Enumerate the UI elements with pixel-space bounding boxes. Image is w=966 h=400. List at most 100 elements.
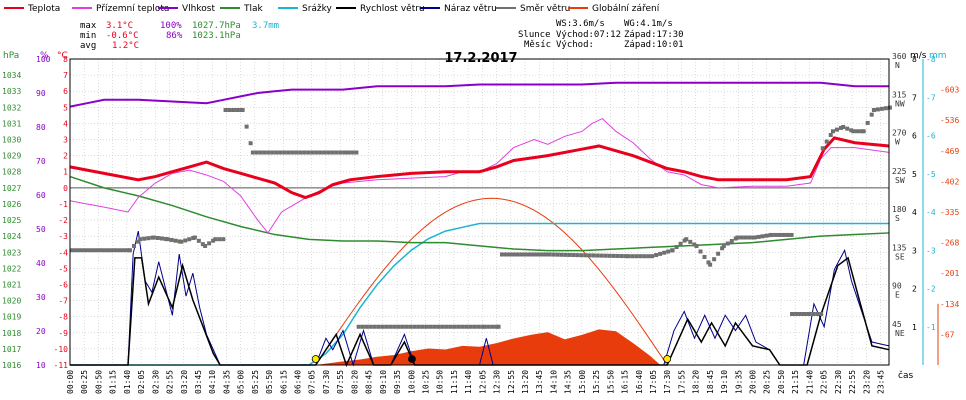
series-radiation-area: [315, 329, 661, 365]
tick-label-degc: -10: [54, 345, 69, 354]
tick-label-x: 13:45: [535, 370, 544, 394]
wind-direction-mark: [583, 253, 588, 258]
tick-label-x: 20:00: [749, 370, 758, 394]
wind-direction-mark: [346, 150, 351, 155]
wind-direction-mark: [559, 252, 564, 257]
series-temperature-line: [69, 136, 890, 200]
wind-direction-mark: [290, 150, 295, 155]
legend-label: Vlhkost: [182, 4, 215, 14]
wind-direction-mark: [165, 237, 170, 242]
tick-label-pct: 20: [36, 327, 46, 336]
wind-direction-mark: [547, 252, 552, 257]
stats-max-temp: 3.1°C: [106, 21, 133, 31]
wind-direction-mark: [646, 254, 651, 259]
wind-direction-mark: [464, 324, 469, 329]
wind-direction-mark: [619, 254, 624, 259]
tick-label-mm: -8: [926, 55, 936, 64]
wind-direction-mark: [440, 324, 445, 329]
wind-direction-mark: [326, 150, 331, 155]
wind-direction-mark: [142, 236, 147, 241]
tick-label-dir: SW: [895, 176, 905, 185]
wind-direction-mark: [875, 107, 880, 112]
tick-label-x: 13:20: [521, 370, 530, 394]
tick-label-x: 14:10: [549, 370, 558, 394]
tick-label-x: 12:05: [478, 370, 487, 394]
wind-direction-mark: [203, 244, 208, 248]
stats-max-press: 1027.7hPa: [192, 21, 241, 31]
tick-label-hpa: 1021: [2, 280, 21, 289]
wind-direction-mark: [338, 150, 343, 155]
tick-label-pct: 60: [36, 191, 46, 200]
wind-direction-mark: [658, 251, 663, 256]
stats-min-hum: 86%: [166, 31, 183, 41]
wind-direction-mark: [258, 150, 263, 155]
wind-direction-mark: [579, 253, 584, 258]
tick-label-ms: 6: [912, 132, 917, 141]
tick-label-x: 09:10: [379, 370, 388, 394]
axis-label-hpa: hPa: [3, 51, 19, 61]
tick-label-x: 05:25: [251, 370, 260, 394]
tick-label-x: 02:55: [166, 370, 175, 394]
tick-label-dir: NW: [895, 99, 905, 108]
wind-direction-mark: [368, 324, 373, 329]
wind-direction-mark: [412, 324, 417, 329]
tick-label-deg: 45: [892, 320, 902, 329]
wind-direction-mark: [372, 324, 377, 329]
series-ground-temp-line: [69, 117, 890, 234]
legend-label: Směr větru: [520, 4, 570, 14]
wind-direction-mark: [90, 248, 94, 253]
tick-label-hpa: 1034: [2, 71, 21, 80]
tick-label-x: 19:10: [720, 370, 729, 394]
wind-direction-mark: [834, 127, 839, 132]
wind-direction-mark: [302, 150, 307, 155]
tick-label-degc: 2: [63, 152, 68, 161]
series-pressure-line: [69, 175, 890, 252]
wind-direction-mark: [694, 244, 699, 248]
wind-direction-mark: [132, 243, 137, 248]
stats-avg-label: avg: [80, 41, 96, 51]
wind-direction-mark: [591, 253, 596, 258]
wind-direction-mark: [511, 252, 516, 257]
legend-label: Rychlost větru: [360, 4, 425, 14]
legend-label: Tlak: [243, 4, 264, 14]
tick-label-degc: -11: [54, 361, 69, 370]
tick-label-x: 11:15: [450, 370, 459, 394]
wind-direction-mark: [207, 241, 212, 246]
wind-direction-mark: [729, 239, 734, 244]
wind-direction-mark: [118, 248, 122, 253]
wind-direction-mark: [318, 150, 323, 155]
moon-label: Měsíc: [524, 40, 551, 50]
tick-label-x: 18:45: [706, 370, 715, 394]
wind-direction-mark: [611, 253, 616, 258]
wind-direction-mark: [278, 150, 283, 155]
wind-direction-mark: [286, 150, 291, 155]
wind-direction-mark: [752, 235, 757, 240]
wind-direction-mark: [523, 252, 528, 257]
wind-direction-mark: [82, 248, 86, 253]
wind-direction-mark: [400, 324, 405, 329]
tick-label-hpa: 1022: [2, 264, 21, 273]
tick-label-x: 11:40: [464, 370, 473, 394]
wind-direction-mark: [555, 252, 560, 257]
wind-direction-mark: [879, 106, 884, 111]
wind-direction-mark: [739, 235, 744, 240]
tick-label-degc: 0: [63, 184, 68, 193]
wind-direction-mark: [200, 242, 205, 247]
wind-direction-mark: [364, 324, 369, 329]
wind-direction-mark: [535, 252, 540, 257]
tick-label-deg: 315: [892, 90, 907, 99]
wind-direction-mark: [314, 150, 319, 155]
wind-direction-mark: [183, 238, 188, 243]
wind-direction-mark: [126, 248, 130, 253]
tick-label-pct: 90: [36, 89, 46, 98]
wind-direction-mark: [244, 124, 249, 129]
tick-label-hpa: 1023: [2, 248, 21, 257]
stats-max-rain: 3.7mm: [252, 21, 279, 31]
tick-label-x: 22:05: [820, 370, 829, 394]
wind-direction-mark: [794, 312, 799, 316]
stats-min-press: 1023.1hPa: [192, 31, 241, 41]
wind-direction-mark: [630, 254, 635, 259]
wind-direction-mark: [476, 324, 481, 329]
series-theoretical-radiation: [315, 197, 668, 366]
wind-direction-mark: [146, 236, 151, 241]
